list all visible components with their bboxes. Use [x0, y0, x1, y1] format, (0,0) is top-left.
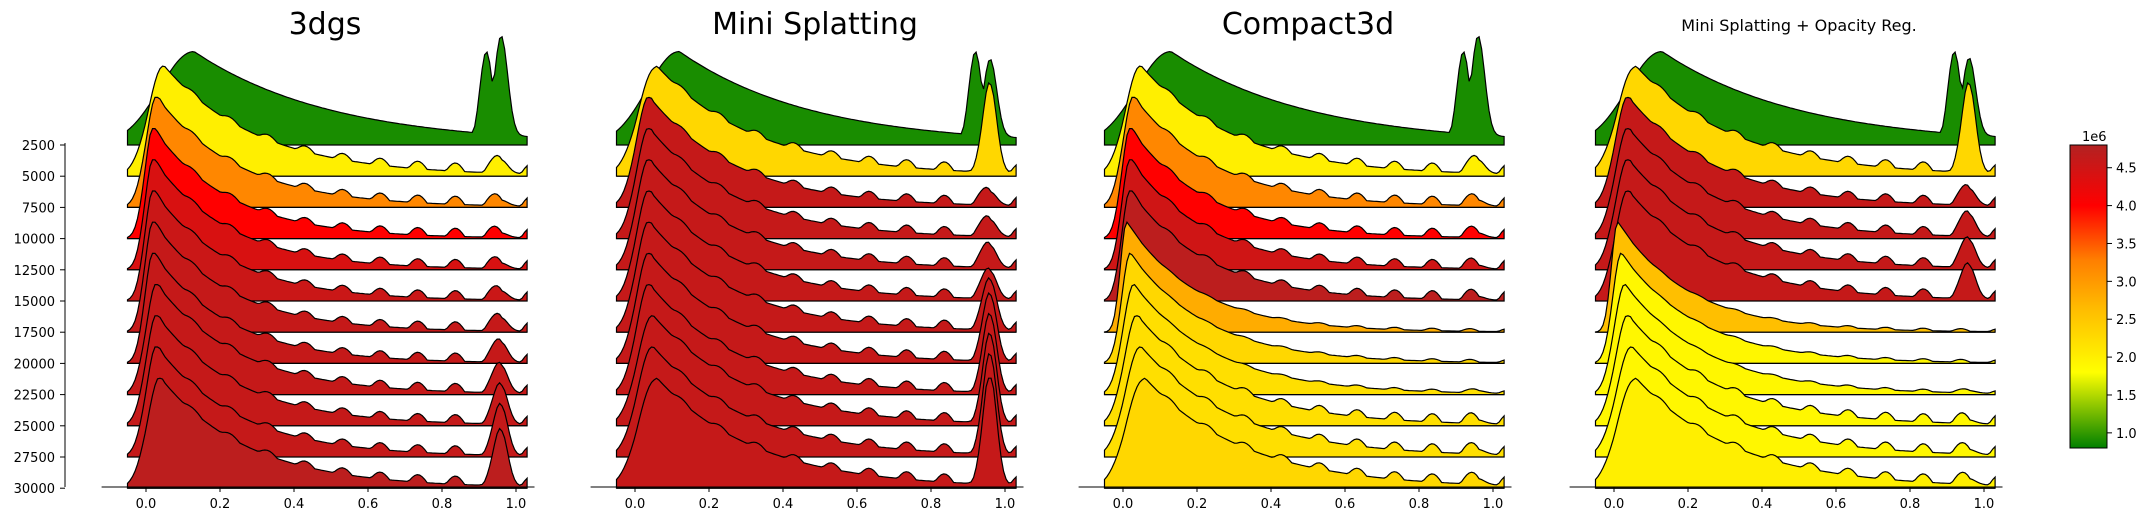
ridge-20000: [1594, 252, 1996, 364]
x-tick-label: 0.8: [432, 497, 453, 512]
x-tick-label: 0.4: [1261, 497, 1282, 512]
ridge-17500: [615, 221, 1017, 333]
colorbar-multiplier: 1e6: [2082, 130, 2107, 145]
colorbar: [2069, 144, 2108, 449]
y-tick-label: 22500: [14, 389, 55, 404]
x-tick-label: 1.0: [1974, 497, 1995, 512]
ridge-5000: [615, 65, 1017, 177]
ridge-7500: [615, 96, 1017, 208]
ridge-17500: [126, 221, 528, 333]
colorbar-tick-label: 3.0: [2116, 275, 2137, 290]
ridge-30000: [1103, 377, 1505, 489]
ridge-5000: [1103, 65, 1505, 177]
x-tick-label: 0.8: [921, 497, 942, 512]
panel-title-3dgs: 3dgs: [289, 7, 362, 42]
ridge-7500: [1103, 96, 1505, 208]
colorbar-tick-label: 2.0: [2116, 351, 2137, 366]
x-tick-label: 0.0: [1604, 497, 1625, 512]
y-tick-label: 15000: [14, 295, 55, 310]
x-tick-label: 0.6: [1335, 497, 1356, 512]
x-tick-label: 0.0: [625, 497, 646, 512]
ridge-10000: [1103, 128, 1505, 240]
ridge-10000: [126, 128, 528, 240]
x-tick-label: 0.2: [1187, 497, 1208, 512]
ridge-15000: [615, 190, 1017, 302]
x-tick-label: 1.0: [1483, 497, 1504, 512]
x-tick-label: 0.6: [358, 497, 379, 512]
ridge-17500: [1103, 220, 1505, 333]
colorbar-tick-label: 1.0: [2116, 427, 2137, 442]
ridge-22500: [1103, 283, 1505, 396]
x-tick-label: 0.8: [1409, 497, 1430, 512]
x-tick-label: 0.4: [284, 497, 305, 512]
ridge-10000: [615, 127, 1017, 240]
ridge-22500: [1594, 283, 1996, 396]
y-tick-label: 5000: [22, 170, 55, 185]
ridge-15000: [126, 190, 528, 302]
x-tick-label: 0.2: [699, 497, 720, 512]
ridge-panel-compact3d: [1103, 35, 1505, 489]
y-tick-label: 2500: [22, 139, 55, 154]
colorbar-tick-label: 2.5: [2116, 313, 2137, 328]
ridge-panel-mini-splatting-opacity-reg: [1594, 50, 1996, 489]
panel-title-mini-splatting-opacity-reg: Mini Splatting + Opacity Reg.: [1681, 16, 1916, 35]
colorbar-ticks: 1.0 1.5 2.0 2.5 3.0 3.5 4.0 4.5: [2107, 162, 2137, 442]
ridge-12500: [126, 159, 528, 271]
colorbar-tick-label: 3.5: [2116, 237, 2137, 252]
ridge-12500: [615, 159, 1017, 271]
ridge-15000: [1103, 190, 1505, 302]
colorbar-tick-label: 4.0: [2116, 200, 2137, 215]
x-tick-label: 0.6: [847, 497, 868, 512]
ridge-12500: [1103, 159, 1505, 271]
ridge-5000: [126, 65, 528, 177]
x-tick-label: 0.6: [1826, 497, 1847, 512]
ridge-15000: [1594, 190, 1996, 302]
x-tick-label: 0.2: [210, 497, 231, 512]
x-tick-label: 0.2: [1678, 497, 1699, 512]
x-tick-label: 0.0: [1113, 497, 1134, 512]
ridge-20000: [615, 252, 1017, 364]
ridge-30000: [1594, 377, 1996, 489]
ridge-27500: [126, 346, 528, 458]
panel-title-mini-splatting: Mini Splatting: [712, 7, 918, 42]
x-axes: 0.0 0.2 0.4 0.6 0.8 1.0 0.0 0.2 0.4 0.6 0.8 1.0 0.0 0…: [101, 486, 2003, 512]
y-tick-label: 12500: [14, 264, 55, 279]
y-tick-label: 10000: [14, 233, 55, 248]
y-tick-label: 25000: [14, 420, 55, 435]
ridge-12500: [1594, 159, 1996, 271]
ridge-17500: [1594, 220, 1996, 333]
y-tick-label: 20000: [14, 357, 55, 372]
ridge-7500: [126, 96, 528, 208]
ridge-panel-mini-splatting: [615, 50, 1017, 489]
colorbar-tick-label: 1.5: [2116, 389, 2137, 404]
y-tick-label: 7500: [22, 201, 55, 216]
y-tick-label: 27500: [14, 451, 55, 466]
y-axis-ticks: 2500 5000 7500 10000 12500 15000 17500 20000 225…: [14, 139, 65, 497]
ridge-5000: [1594, 65, 1996, 177]
x-tick-label: 0.4: [773, 497, 794, 512]
y-tick-label: 30000: [14, 482, 55, 497]
ridge-30000: [615, 377, 1017, 489]
x-tick-label: 0.0: [136, 497, 157, 512]
y-tick-label: 17500: [14, 326, 55, 341]
ridge-30000: [126, 377, 528, 489]
x-tick-label: 0.4: [1752, 497, 1773, 512]
colorbar-tick-label: 4.5: [2116, 162, 2137, 177]
ridge-panel-3dgs: [126, 35, 528, 489]
panel-title-compact3d: Compact3d: [1222, 7, 1394, 42]
ridge-7500: [1594, 96, 1996, 208]
x-tick-label: 0.8: [1900, 497, 1921, 512]
ridge-22500: [126, 284, 528, 396]
ridge-25000: [126, 315, 528, 427]
ridge-20000: [126, 252, 528, 364]
x-tick-label: 1.0: [506, 497, 527, 512]
x-tick-label: 1.0: [995, 497, 1016, 512]
ridge-10000: [1594, 127, 1996, 240]
ridge-20000: [1103, 252, 1505, 364]
